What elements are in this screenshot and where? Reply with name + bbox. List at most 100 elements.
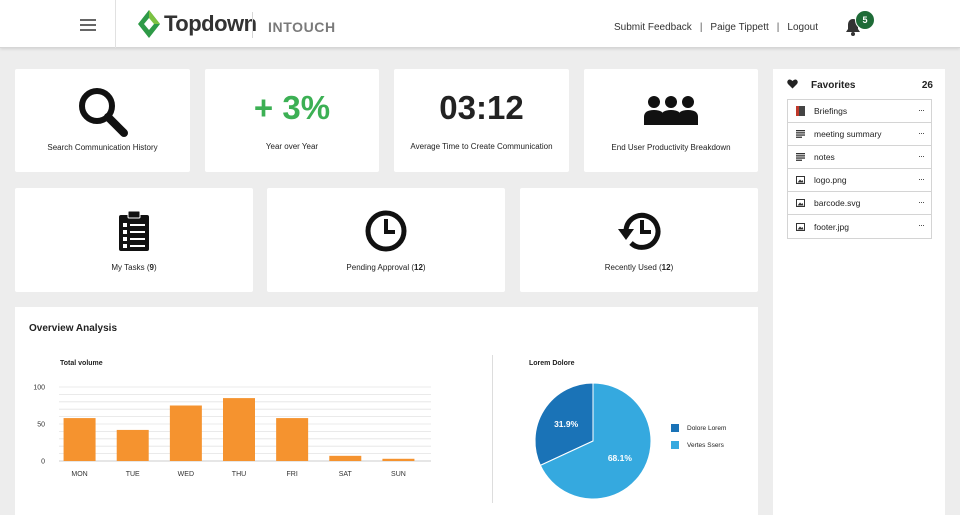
total-volume-bar-chart: 0 50 100 MON TUE WED THU FRI SAT SUN [33,385,431,478]
list-item[interactable]: Briefings ··· [788,100,931,123]
pending-approval-count: 12 [414,263,423,272]
y-tick-label: 100 [33,385,45,392]
favorites-title: Favorites [811,80,856,91]
clipboard-icon [119,210,149,251]
favorite-name: barcode.svg [814,198,861,208]
bar-chart-title: Total volume [60,360,103,367]
card-label: Search Communication History [47,143,158,152]
favorite-name: notes [814,152,835,162]
favorite-name: logo.png [814,175,847,185]
hamburger-menu-icon[interactable] [68,14,108,36]
user-name-link[interactable]: Paige Tippett [710,22,769,33]
nav-separator: | [699,22,703,33]
more-options-icon[interactable]: ··· [918,128,925,138]
bar [63,418,96,461]
brand-name: Topdown [164,11,257,36]
more-options-icon[interactable]: ··· [918,151,925,161]
favorite-name: Briefings [814,106,848,116]
pending-approval-card[interactable]: Pending Approval (12) [267,188,505,292]
list-item[interactable]: barcode.svg ··· [788,192,931,215]
card-label: End User Productivity Breakdown [611,143,731,152]
pie-slice [534,382,594,467]
header-nav: Submit Feedback | Paige Tippett | Logout [614,22,818,33]
recently-used-count: 12 [661,263,671,272]
header-divider [115,0,116,48]
chart-divider [492,355,493,503]
year-over-year-card[interactable]: + 3% Year over Year [205,69,379,172]
header-divider [252,12,253,38]
logo-diamond-icon [138,10,160,38]
my-tasks-count: 9 [149,263,154,272]
year-over-year-stat: + 3% [253,89,331,126]
card-label: My Tasks (9) [111,263,157,272]
app-header: Topdown INTOUCH Submit Feedback | Paige … [0,0,960,48]
favorites-count: 26 [921,80,933,91]
nav-separator: | [776,22,780,33]
more-options-icon[interactable]: ··· [918,105,925,115]
legend-swatch [671,441,679,449]
legend-swatch [671,424,679,432]
recently-used-card[interactable]: Recently Used (12) [520,188,758,292]
x-tick-label: MON [71,471,87,478]
favorites-header: Favorites 26 [787,78,933,94]
search-icon [79,88,128,137]
more-options-icon[interactable]: ··· [918,197,925,207]
document-icon [795,130,805,139]
bar [116,429,149,461]
more-options-icon[interactable]: ··· [918,174,925,184]
pie-legend: Dolore Lorem Vertes Ssers [671,424,726,449]
x-tick-label: TUE [126,471,140,478]
legend-item: Dolore Lorem [671,424,726,432]
submit-feedback-link[interactable]: Submit Feedback [613,22,692,33]
clock-icon [365,210,407,252]
x-tick-label: SUN [391,471,406,478]
list-item[interactable]: meeting summary ··· [788,123,931,146]
users-icon [644,96,698,125]
logout-link[interactable]: Logout [787,22,818,33]
card-label: Year over Year [265,142,319,151]
legend-item: Vertes Ssers [671,441,726,449]
heart-icon [787,79,798,89]
average-time-stat: 03:12 [439,89,524,126]
bar [276,418,309,461]
product-name: INTOUCH [268,19,336,35]
my-tasks-card[interactable]: My Tasks (9) [15,188,253,292]
list-item[interactable]: footer.jpg ··· [788,215,931,238]
pie-slice [539,382,652,500]
y-tick-label: 0 [41,459,45,466]
card-label: Recently Used (12) [604,263,674,272]
average-time-card[interactable]: 03:12 Average Time to Create Communicati… [394,69,569,172]
pie-chart-title: Lorem Dolore [529,360,575,367]
user-productivity-card[interactable]: End User Productivity Breakdown [584,69,758,172]
overview-panel: Overview Analysis Total volume 0 50 100 MON… [15,307,758,515]
x-tick-label: THU [232,471,246,478]
search-history-card[interactable]: Search Communication History [15,69,190,172]
legend-label: Vertes Ssers [687,441,724,449]
x-tick-label: WED [178,471,194,478]
card-label: Average Time to Create Communication [410,142,553,151]
lorem-dolore-pie-chart: 31.9% 68.1% [534,382,652,500]
card-label: Pending Approval (12) [346,263,426,272]
briefing-icon [795,106,805,116]
more-options-icon[interactable]: ··· [918,220,925,230]
x-tick-label: FRI [287,471,298,478]
brand-logo[interactable]: Topdown [138,10,257,38]
image-icon [795,199,805,208]
bar [223,398,255,461]
list-item[interactable]: logo.png ··· [788,169,931,192]
list-item[interactable]: notes ··· [788,146,931,169]
bar [169,405,202,461]
document-icon [795,153,805,162]
history-icon [618,212,661,250]
image-icon [795,176,805,185]
image-icon [795,222,805,231]
legend-label: Dolore Lorem [687,424,727,432]
notification-badge[interactable]: 5 [855,10,875,30]
favorite-name: footer.jpg [814,221,849,232]
bar [382,458,415,461]
y-tick-label: 50 [37,422,45,429]
overview-title: Overview Analysis [29,323,118,334]
favorites-panel: Favorites 26 Briefings ··· meeting summa… [773,69,945,515]
pie-data-label: 31.9% [554,419,579,429]
x-tick-label: SAT [339,471,353,478]
